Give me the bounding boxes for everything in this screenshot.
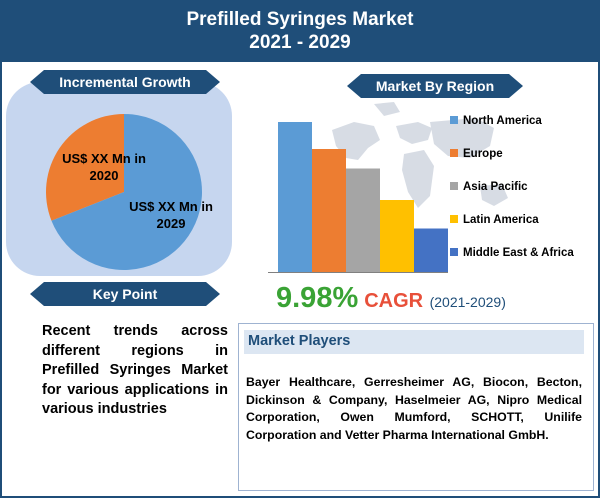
market-players-box [238,323,594,491]
legend-label-middle-east-africa: Middle East & Africa [463,247,574,259]
legend-asia-pacific: Asia Pacific [450,181,528,193]
pie-label-2020: US$ XX Mn in 2020 [62,151,146,183]
key-point-text: Recent trends across different regions i… [42,323,228,417]
cagr-period: (2021-2029) [429,294,506,310]
legend-middle-east-africa: Middle East & Africa [450,247,574,259]
cagr-line: 9.98% CAGR (2021-2029) [276,282,506,315]
market-by-region-chart [268,102,508,273]
legend-north-america: North America [450,115,542,127]
bar-asia-pacific [346,168,380,272]
legend-swatch-north-america [450,116,458,124]
incremental-growth-pie [46,114,202,270]
bar-europe [312,149,346,272]
legend-latin-america: Latin America [450,214,539,226]
market-by-region-ribbon: Market By Region [347,74,523,98]
legend-swatch-asia-pacific [450,182,458,190]
pie-slice-2029 [51,114,202,270]
bar-middle-east-africa [414,228,448,272]
title-bar: Prefilled Syringes Market 2021 - 2029 [2,2,598,62]
legend-label-north-america: North America [463,115,542,127]
legend-swatch-latin-america [450,215,458,223]
legend-label-latin-america: Latin America [463,214,539,226]
legend-swatch-europe [450,149,458,157]
key-point-ribbon: Key Point [30,282,220,306]
legend-europe: Europe [450,148,503,160]
market-players-title: Market Players [244,330,584,354]
incremental-growth-ribbon: Incremental Growth [30,70,220,94]
bar-north-america [278,122,312,272]
cagr-label: CAGR [364,290,424,312]
pie-label-2029: US$ XX Mn in 2029 [129,199,213,231]
cagr-value: 9.98% [276,282,359,314]
page-title: Prefilled Syringes Market [186,9,414,30]
page-subtitle: 2021 - 2029 [249,32,351,53]
legend-label-europe: Europe [463,148,503,160]
pie-slice-2020 [46,114,125,221]
bar-latin-america [380,200,414,272]
legend-label-asia-pacific: Asia Pacific [463,181,528,193]
legend-swatch-middle-east-africa [450,248,458,256]
market-players-text: Bayer Healthcare, Gerresheimer AG, Bioco… [246,375,582,442]
